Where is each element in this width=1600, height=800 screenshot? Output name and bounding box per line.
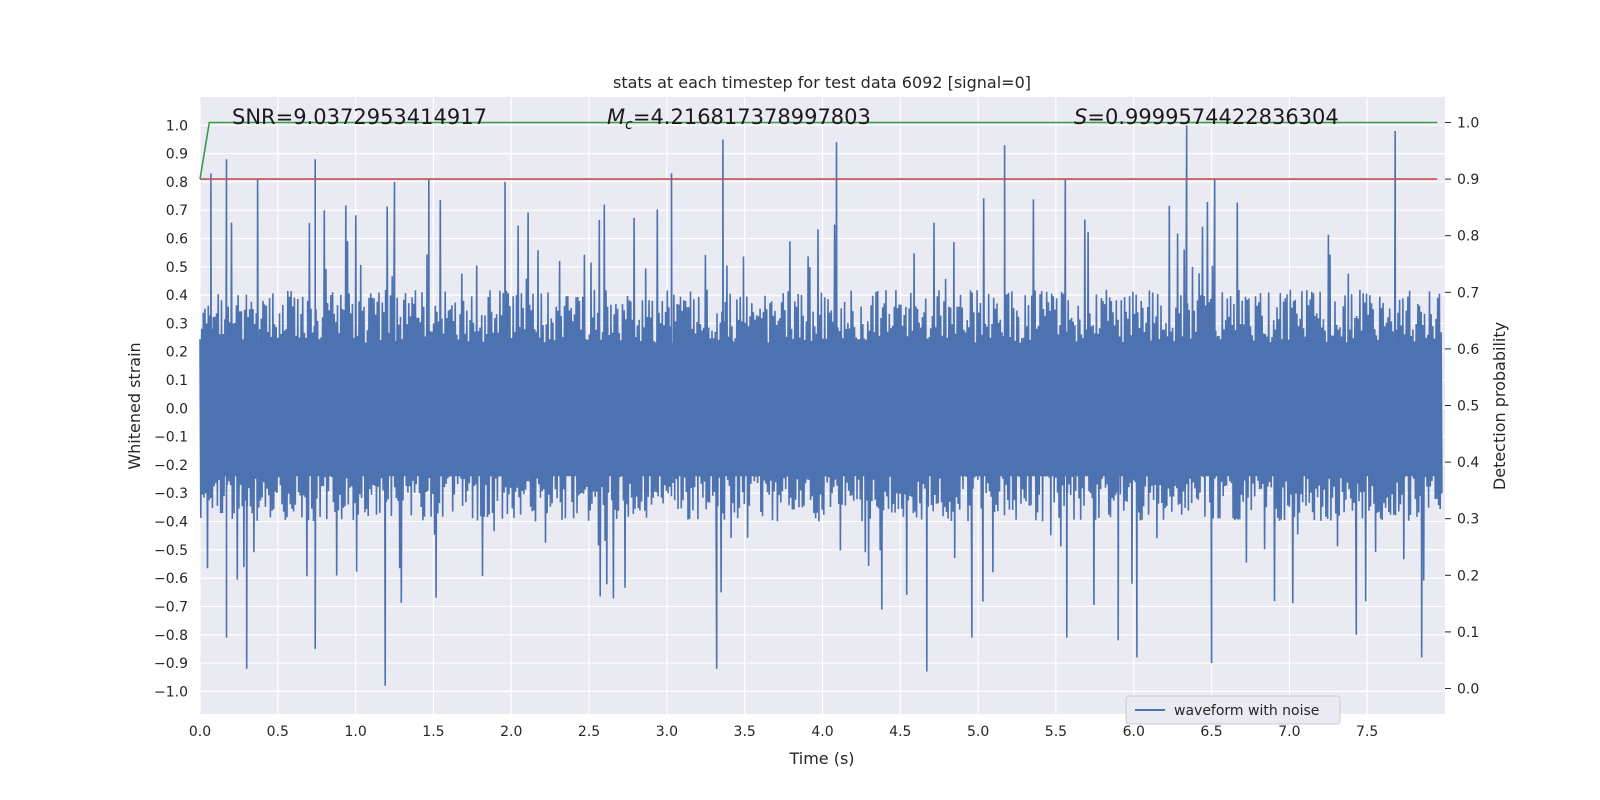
- x-tick-label: 0.5: [267, 724, 289, 740]
- x-tick-label: 7.5: [1356, 724, 1378, 740]
- waveform-line: [199, 125, 1443, 686]
- chart-title: stats at each timestep for test data 609…: [613, 73, 1031, 92]
- x-axis-label: Time (s): [788, 749, 854, 768]
- y2-tick-label: 0.4: [1457, 455, 1479, 471]
- y-tick-label: 0.4: [166, 288, 188, 304]
- x-tick-label: 4.5: [889, 724, 911, 740]
- x-tick-label: 4.0: [811, 724, 833, 740]
- y-tick-label: 0.5: [166, 260, 188, 276]
- x-tick-label: 2.5: [578, 724, 600, 740]
- snr-annotation: SNR=9.0372953414917: [232, 105, 487, 129]
- y-tick-label: −0.9: [154, 656, 188, 672]
- y2-axis-ticks: 1.0 0.9 0.8 0.7 0.6 0.5 0.4 0.3 0.2 0.1 0.0: [1445, 115, 1479, 698]
- y-tick-label: 0.1: [166, 373, 188, 389]
- x-tick-label: 7.0: [1278, 724, 1300, 740]
- y2-tick-label: 0.0: [1457, 682, 1479, 698]
- detection-probability-line: [199, 121, 1438, 180]
- x-tick-label: 0.0: [189, 724, 211, 740]
- x-tick-label: 3.0: [656, 724, 678, 740]
- snr-prefix: SNR=: [232, 105, 293, 129]
- mc-annotation: Mc=4.216817378997803: [607, 105, 871, 133]
- s-value: 0.9999574422836304: [1105, 105, 1339, 129]
- y-tick-label: −0.4: [154, 515, 188, 531]
- legend: waveform with noise: [1125, 695, 1341, 725]
- y-tick-label: 0.8: [166, 175, 188, 191]
- y-tick-label: 0.7: [166, 203, 188, 219]
- y-axis-ticks: 1.0 0.9 0.8 0.7 0.6 0.5 0.4 0.3 0.2 0.1 0.0 −0.1 −0.…: [154, 118, 188, 700]
- series-probability: [199, 121, 1438, 180]
- y2-tick-label: 0.6: [1457, 342, 1479, 358]
- y-tick-label: −0.7: [154, 599, 188, 615]
- y-tick-label: 0.0: [166, 401, 188, 417]
- y2-tick-label: 0.3: [1457, 512, 1479, 528]
- y2-tick-label: 0.8: [1457, 229, 1479, 245]
- legend-label-waveform: waveform with noise: [1174, 703, 1319, 719]
- x-tick-label: 5.0: [967, 724, 989, 740]
- y-tick-label: 0.2: [166, 345, 188, 361]
- mc-equals: =: [633, 105, 651, 129]
- x-tick-label: 1.0: [344, 724, 366, 740]
- y-tick-label: −0.1: [154, 430, 188, 446]
- x-tick-label: 3.5: [734, 724, 756, 740]
- y2-axis-label: Detection probability: [1490, 322, 1509, 490]
- x-tick-label: 1.5: [422, 724, 444, 740]
- x-tick-label: 6.5: [1200, 724, 1222, 740]
- x-axis-ticks: 0.0 0.5 1.0 1.5 2.0 2.5 3.0 3.5 4.0 4.5 5.0 5.5 6.0 6…: [189, 724, 1378, 740]
- y2-tick-label: 0.9: [1457, 172, 1479, 188]
- mc-value: 4.216817378997803: [650, 105, 870, 129]
- x-tick-label: 5.5: [1045, 724, 1067, 740]
- y-tick-label: −0.5: [154, 543, 188, 559]
- y-tick-label: −0.6: [154, 571, 188, 587]
- y-tick-label: −0.3: [154, 486, 188, 502]
- s-equals: =: [1087, 105, 1105, 129]
- y-tick-label: 0.3: [166, 316, 188, 332]
- y2-tick-label: 0.2: [1457, 568, 1479, 584]
- s-annotation: S=0.9999574422836304: [1074, 105, 1339, 129]
- x-tick-label: 2.0: [500, 724, 522, 740]
- snr-value: 9.0372953414917: [293, 105, 487, 129]
- mc-subscript: c: [625, 117, 633, 133]
- legend-box: [1125, 695, 1341, 725]
- y-tick-label: 0.9: [166, 147, 188, 163]
- y-axis-label: Whitened strain: [125, 342, 144, 469]
- y-tick-label: 0.6: [166, 232, 188, 248]
- series-waveform: [199, 125, 1443, 686]
- y2-tick-label: 0.7: [1457, 285, 1479, 301]
- y-tick-label: −0.2: [154, 458, 188, 474]
- y2-tick-label: 1.0: [1457, 115, 1479, 131]
- y-tick-label: −0.8: [154, 628, 188, 644]
- y-tick-label: 1.0: [166, 118, 188, 134]
- mc-symbol: M: [607, 105, 625, 129]
- s-symbol: S: [1074, 105, 1087, 129]
- x-tick-label: 6.0: [1123, 724, 1145, 740]
- y2-tick-label: 0.1: [1457, 625, 1479, 641]
- y2-tick-label: 0.5: [1457, 399, 1479, 415]
- y-tick-label: −1.0: [154, 684, 188, 700]
